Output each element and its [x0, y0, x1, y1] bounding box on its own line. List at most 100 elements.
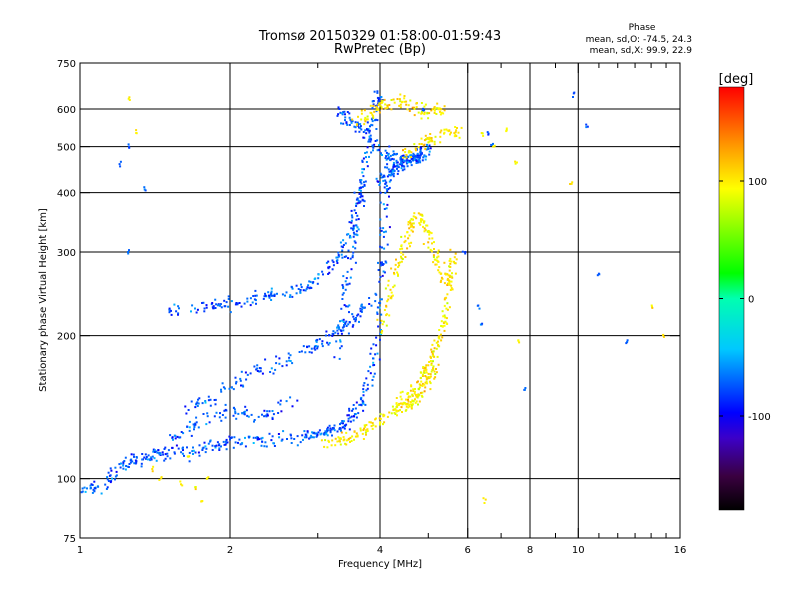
data-point [190, 310, 192, 313]
data-point [450, 275, 453, 278]
data-point [422, 366, 425, 368]
data-point [224, 440, 227, 443]
data-point [175, 310, 178, 313]
data-point [399, 395, 402, 398]
data-point [115, 470, 118, 473]
data-point [408, 234, 411, 237]
data-point [293, 438, 296, 440]
data-point [411, 218, 414, 221]
data-point [196, 308, 199, 311]
data-point [428, 233, 431, 236]
data-point [171, 436, 174, 439]
data-point [244, 445, 247, 448]
data-point [517, 339, 520, 342]
data-point [245, 378, 248, 381]
data-point [369, 134, 372, 137]
data-point [374, 418, 377, 421]
y-axis-label: Stationary phase Virtual Height [km] [38, 208, 49, 392]
data-point [342, 422, 344, 425]
data-point [106, 486, 109, 489]
data-point [348, 304, 351, 307]
data-point [400, 255, 402, 258]
data-point [364, 425, 367, 428]
data-point [418, 222, 421, 225]
data-point [392, 150, 395, 153]
data-point [309, 436, 312, 439]
data-point [205, 447, 208, 450]
data-point [368, 135, 371, 138]
data-point [341, 249, 344, 252]
data-point [240, 370, 243, 373]
data-point [345, 325, 348, 327]
data-point [286, 438, 288, 440]
data-point [441, 277, 444, 280]
data-point [330, 428, 333, 431]
data-point [379, 227, 382, 230]
data-point [397, 266, 400, 268]
data-point [400, 162, 402, 165]
data-point [326, 430, 329, 432]
data-point [385, 304, 388, 307]
data-point [371, 384, 374, 387]
data-point [384, 103, 387, 106]
data-point [414, 388, 416, 390]
data-points [80, 90, 665, 504]
data-point [396, 271, 399, 274]
data-point [430, 137, 433, 139]
data-point [429, 355, 432, 358]
data-point [410, 241, 413, 244]
data-point [161, 451, 164, 454]
data-point [572, 96, 574, 98]
data-point [167, 449, 170, 452]
data-point [188, 455, 191, 458]
data-point [195, 311, 198, 314]
data-point [389, 288, 392, 291]
data-point [400, 155, 402, 158]
data-point [426, 143, 428, 146]
data-point [382, 179, 385, 182]
data-point [340, 429, 342, 432]
data-point [220, 306, 223, 309]
data-point [350, 121, 353, 124]
data-point [386, 243, 389, 246]
data-point [384, 191, 387, 194]
data-point [364, 129, 367, 132]
data-point [347, 417, 350, 420]
data-point [361, 171, 364, 174]
data-point [201, 500, 204, 502]
data-point [440, 129, 443, 132]
data-point [423, 230, 426, 233]
data-point [407, 161, 410, 164]
data-point [397, 274, 399, 277]
data-point [364, 180, 367, 183]
data-point [442, 322, 445, 324]
data-point [483, 502, 486, 504]
data-point [410, 384, 413, 387]
data-point [186, 446, 188, 449]
data-point [150, 456, 153, 459]
data-point [432, 368, 435, 371]
data-point [212, 307, 215, 310]
data-point [424, 229, 427, 232]
data-point [423, 390, 426, 393]
data-point [256, 367, 259, 370]
data-point [409, 401, 412, 403]
data-point [362, 199, 365, 202]
data-point [179, 436, 182, 439]
data-point [135, 461, 138, 464]
data-point [359, 189, 362, 192]
data-point [227, 295, 230, 298]
data-point [409, 221, 412, 224]
data-point [458, 136, 461, 139]
data-point [243, 302, 246, 305]
data-point [430, 356, 432, 359]
data-point [350, 268, 353, 271]
data-point [315, 339, 318, 342]
data-point [264, 294, 267, 297]
data-point [378, 358, 381, 361]
data-point [201, 302, 204, 304]
data-point [222, 386, 225, 389]
data-point [650, 304, 653, 307]
data-point [328, 342, 331, 344]
data-point [275, 362, 278, 365]
